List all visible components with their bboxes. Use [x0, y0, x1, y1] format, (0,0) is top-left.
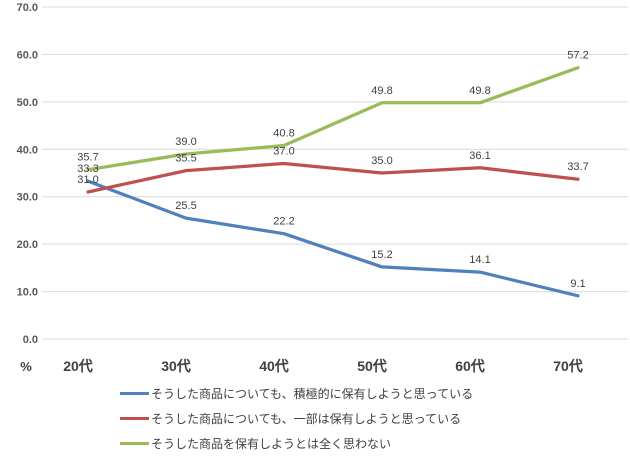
data-label: 35.5: [175, 153, 196, 165]
x-axis-label: 60代: [455, 358, 485, 374]
y-axis-tick-labels: 0.0 10.0 20.0 30.0 40.0 50.0 60.0 70.0: [17, 2, 38, 346]
gridlines-group: [42, 6, 628, 340]
data-label: 15.2: [371, 249, 392, 261]
data-label: 37.0: [273, 146, 294, 158]
data-label: 49.8: [371, 85, 392, 97]
legend-label: そうした商品についても、一部は保有しようと思っている: [151, 412, 462, 426]
x-axis-label: 50代: [357, 358, 387, 374]
y-tick-label: 10.0: [17, 287, 38, 299]
y-tick-label: 20.0: [17, 239, 38, 251]
chart-legend: そうした商品についても、積極的に保有しようと思っている そうした商品についても、一…: [120, 381, 473, 456]
data-label: 36.1: [469, 150, 490, 162]
x-axis-label: 70代: [553, 358, 583, 374]
x-axis-label: 20代: [63, 358, 93, 374]
y-tick-label: 50.0: [17, 97, 38, 109]
legend-label: そうした商品を保有しようとは全く思わない: [151, 437, 392, 451]
x-axis-label: 40代: [259, 358, 289, 374]
series-line: [86, 179, 580, 298]
line-chart: 0.0 10.0 20.0 30.0 40.0 50.0 60.0 70.0 20代 30代 40…: [17, 2, 628, 374]
data-label: 57.2: [567, 50, 588, 62]
x-axis-label: 30代: [161, 358, 191, 374]
data-label: 31.0: [77, 174, 98, 186]
data-label: 40.8: [273, 128, 294, 140]
data-label: 35.0: [371, 155, 392, 167]
x-axis-category-labels: 20代 30代 40代 50代 60代 70代: [63, 358, 583, 374]
legend-item: そうした商品についても、一部は保有しようと思っている: [120, 406, 473, 431]
data-label: 39.0: [175, 136, 196, 148]
y-axis-unit-label: %: [20, 359, 32, 374]
data-label: 25.5: [175, 200, 196, 212]
data-label: 14.1: [469, 254, 490, 266]
data-label: 9.1: [570, 278, 585, 290]
data-label: 22.2: [273, 216, 294, 228]
series-line: [86, 66, 580, 172]
y-tick-label: 30.0: [17, 192, 38, 204]
data-label: 33.7: [567, 161, 588, 173]
data-label: 35.7: [77, 152, 98, 164]
data-label: 49.8: [469, 85, 490, 97]
legend-item: そうした商品についても、積極的に保有しようと思っている: [120, 381, 473, 406]
legend-line-swatch: [120, 417, 149, 420]
series-line: [86, 161, 580, 194]
legend-label: そうした商品についても、積極的に保有しようと思っている: [151, 387, 474, 401]
y-tick-label: 40.0: [17, 144, 38, 156]
data-label: 33.3: [77, 163, 98, 175]
data-labels-group: 33.3 25.5 22.2 15.2 14.1 9.1 31.0 35.5 37.0 35.0 3…: [77, 50, 588, 290]
legend-item: そうした商品を保有しようとは全く思わない: [120, 431, 473, 456]
series-lines-group: [86, 66, 580, 298]
legend-line-swatch: [120, 392, 149, 395]
y-tick-label: 60.0: [17, 49, 38, 61]
y-tick-label: 70.0: [17, 2, 38, 14]
legend-line-swatch: [120, 442, 149, 445]
y-tick-label: 0.0: [23, 334, 38, 346]
